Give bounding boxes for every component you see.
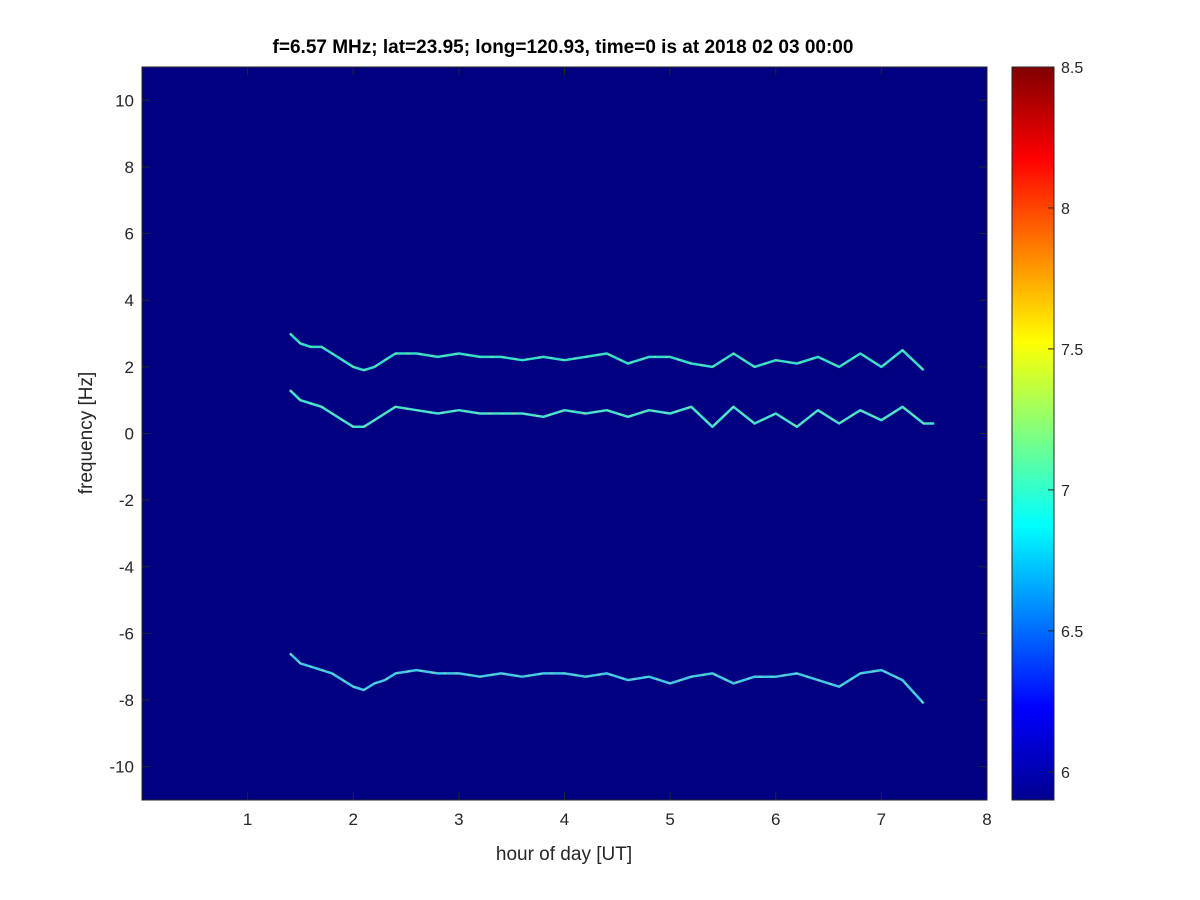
x-tick-label: 7 [877,810,886,829]
y-tick-label: -8 [119,691,134,710]
colorbar-tick-label: 8.5 [1061,60,1083,77]
x-tick-label: 6 [771,810,780,829]
y-axis: 10 8 6 4 2 0 -2 -4 -6 -8 -10 [109,91,987,777]
y-tick-label: -4 [119,558,134,577]
ridge-line-3 [289,652,925,705]
x-tick-label: 4 [560,810,569,829]
colorbar-tick-label: 6 [1061,765,1070,782]
plot-area [142,67,987,800]
y-tick-label: -10 [109,758,134,777]
y-tick-label: -2 [119,491,134,510]
x-tick-label: 3 [454,810,463,829]
ridge-line-1 [289,332,925,372]
ridge-highlight-1 [289,333,924,371]
y-tick-label: 8 [125,158,134,177]
colorbar-tick-label: 7.5 [1061,342,1083,359]
y-tick-label: 2 [125,358,134,377]
y-tick-label: 4 [125,291,134,310]
ridge-series-layer [289,332,935,705]
colorbar-tick-label: 8 [1061,201,1070,218]
x-tick-label: 1 [243,810,252,829]
chart-title: f=6.57 MHz; lat=23.95; long=120.93, time… [273,37,854,58]
x-axis-title: hour of day [UT] [496,844,632,865]
x-tick-label: 8 [982,810,991,829]
y-tick-label: 6 [125,225,134,244]
colorbar-axis: 8.5 8 7.5 7 6.5 6 [1048,60,1083,782]
y-tick-label: 0 [125,425,134,444]
colorbar-tick-label: 7 [1061,483,1070,500]
x-tick-label: 5 [665,810,674,829]
ridge-highlight-2 [289,389,935,428]
x-tick-label: 2 [349,810,358,829]
y-tick-label: -6 [119,624,134,643]
x-axis: 1 2 3 4 5 6 7 8 [243,67,992,829]
colorbar [1011,66,1055,801]
colorbar-tick-label: 6.5 [1061,624,1083,641]
ridge-line-2 [289,389,935,429]
y-tick-label: 10 [115,91,134,110]
y-axis-title: frequency [Hz] [76,372,97,495]
